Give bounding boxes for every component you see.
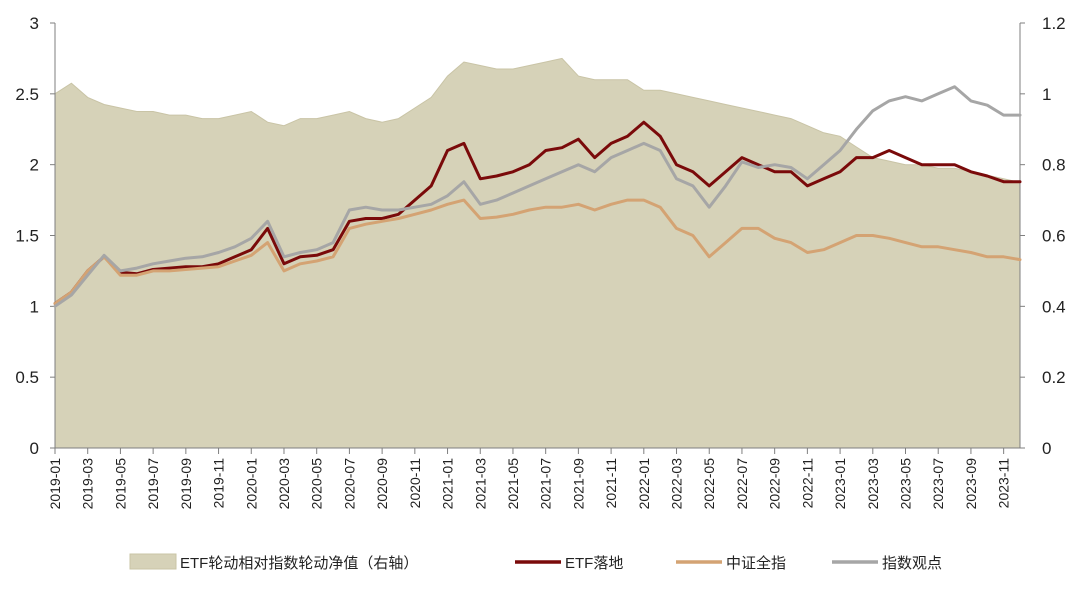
x-tick-label: 2022-11 xyxy=(799,458,815,509)
x-tick-label: 2021-07 xyxy=(538,458,554,510)
series-line-3 xyxy=(53,85,1022,308)
x-tick-label: 2020-03 xyxy=(276,458,292,510)
y-right-tick-label: 0 xyxy=(1042,439,1051,458)
x-tick-label: 2021-09 xyxy=(570,458,586,510)
tick-labels-layer: 0 0.5 1 1.5 2 2.5 3 0 0.2 0.4 0.6 0.8 1 1.2 2019-01 201… xyxy=(15,14,1065,509)
x-tick-label: 2020-09 xyxy=(374,458,390,510)
y-left-tick-label: 2 xyxy=(30,156,39,175)
x-tick-label: 2022-09 xyxy=(767,458,783,510)
x-tick-label: 2021-01 xyxy=(440,458,456,510)
y-left-tick-label: 2.5 xyxy=(15,85,39,104)
x-tick-label: 2023-03 xyxy=(865,458,881,510)
x-tick-label: 2022-05 xyxy=(701,458,717,510)
legend: ETF轮动相对指数轮动净值（右轴） ETF落地 中证全指 指数观点 xyxy=(129,553,942,572)
legend-label-0: ETF轮动相对指数轮动净值（右轴） xyxy=(180,555,418,572)
legend-swatch-0 xyxy=(129,553,177,570)
legend-label-2: 中证全指 xyxy=(726,554,786,572)
lines-layer xyxy=(53,85,1022,308)
series-line-2 xyxy=(53,198,1022,305)
x-tick-label: 2023-07 xyxy=(930,458,946,510)
x-tick-label: 2020-07 xyxy=(341,458,357,510)
x-tick-label: 2019-09 xyxy=(178,458,194,510)
x-tick-label: 2020-01 xyxy=(243,458,259,510)
x-tick-label: 2022-07 xyxy=(734,458,750,510)
x-tick-label: 2019-03 xyxy=(80,458,96,510)
x-tick-label: 2019-11 xyxy=(211,458,227,509)
y-right-tick-label: 1.2 xyxy=(1042,14,1066,33)
y-left-tick-label: 1.5 xyxy=(15,227,39,246)
x-tick-label: 2023-11 xyxy=(996,458,1012,509)
x-tick-label: 2020-05 xyxy=(309,458,325,510)
x-tick-label: 2019-01 xyxy=(47,458,63,510)
area-layer xyxy=(54,57,1021,449)
x-tick-label: 2021-05 xyxy=(505,458,521,510)
y-right-tick-label: 0.8 xyxy=(1042,156,1066,175)
axes-layer xyxy=(50,22,1025,454)
y-right-tick-label: 0.2 xyxy=(1042,368,1066,387)
x-tick-label: 2021-03 xyxy=(472,458,488,510)
y-left-tick-label: 0 xyxy=(30,439,39,458)
y-right-tick-label: 0.6 xyxy=(1042,227,1066,246)
x-tick-label: 2021-11 xyxy=(603,458,619,509)
legend-label-1: ETF落地 xyxy=(565,555,623,572)
y-left-tick-label: 0.5 xyxy=(15,368,39,387)
x-tick-label: 2019-07 xyxy=(145,458,161,510)
x-tick-label: 2023-05 xyxy=(898,458,914,510)
series-area-0 xyxy=(54,57,1021,449)
y-left-tick-label: 1 xyxy=(30,297,39,316)
x-tick-label: 2022-03 xyxy=(669,458,685,510)
x-tick-label: 2022-01 xyxy=(636,458,652,510)
series-line-1 xyxy=(53,120,1022,305)
x-tick-label: 2020-11 xyxy=(407,458,423,509)
y-right-tick-label: 0.4 xyxy=(1042,297,1066,316)
y-left-tick-label: 3 xyxy=(30,14,39,33)
y-right-tick-label: 1 xyxy=(1042,85,1051,104)
x-tick-label: 2019-05 xyxy=(112,458,128,510)
legend-label-3: 指数观点 xyxy=(882,555,942,572)
x-tick-label: 2023-01 xyxy=(832,458,848,510)
x-tick-label: 2023-09 xyxy=(963,458,979,510)
